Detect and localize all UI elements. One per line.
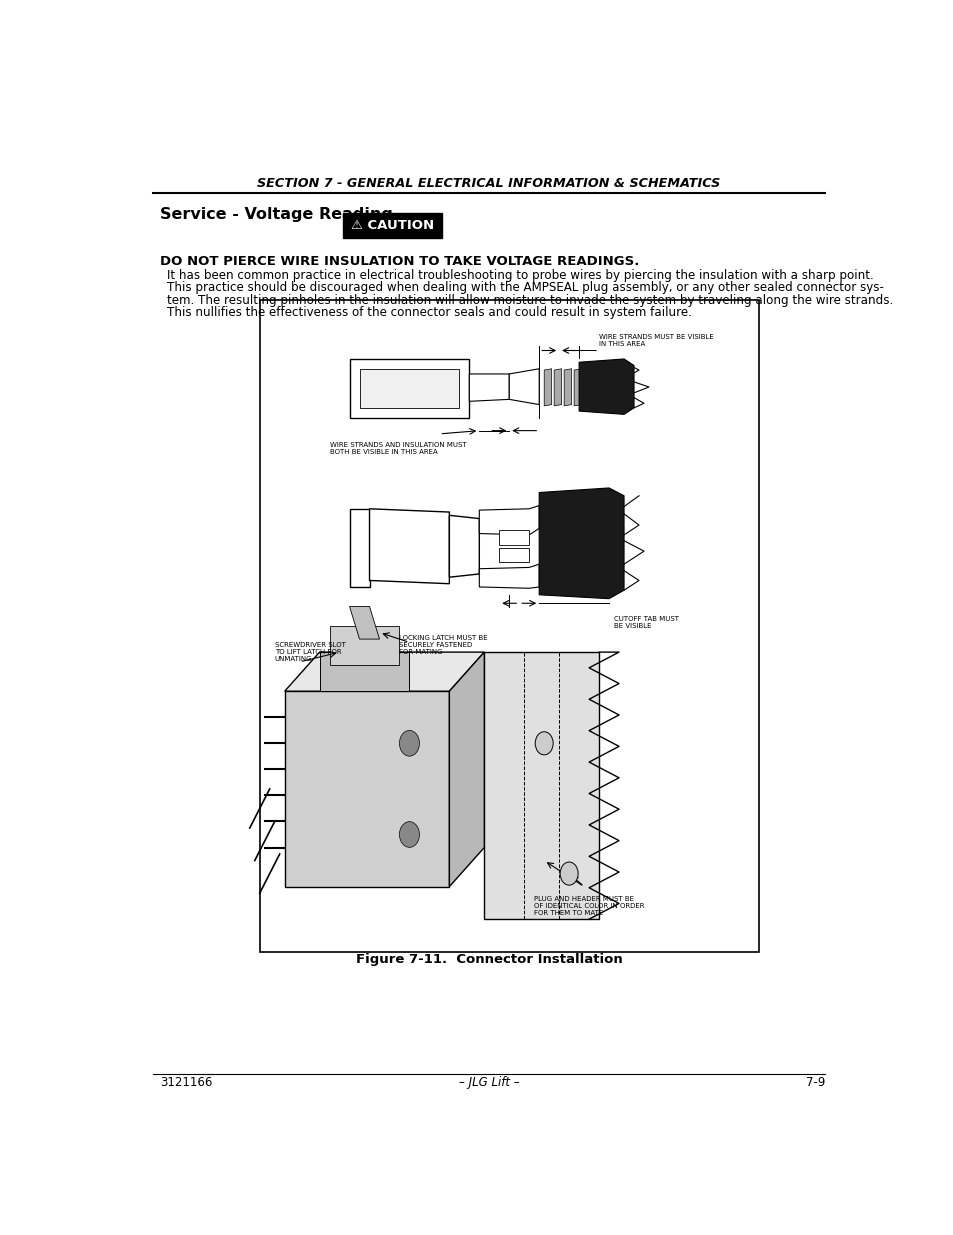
Polygon shape	[498, 530, 529, 545]
Text: SCREWDRIVER SLOT
TO LIFT LATCH FOR
UNMATING: SCREWDRIVER SLOT TO LIFT LATCH FOR UNMAT…	[274, 642, 345, 662]
Text: 7-9: 7-9	[805, 1076, 824, 1088]
Polygon shape	[349, 359, 469, 417]
Polygon shape	[449, 652, 484, 887]
Polygon shape	[574, 369, 581, 406]
Text: Figure 7-11.  Connector Installation: Figure 7-11. Connector Installation	[355, 953, 621, 966]
Polygon shape	[329, 626, 399, 666]
Text: Service - Voltage Reading: Service - Voltage Reading	[160, 207, 393, 222]
Circle shape	[559, 862, 578, 885]
Circle shape	[399, 730, 419, 756]
Polygon shape	[509, 369, 538, 405]
Polygon shape	[578, 359, 634, 415]
Polygon shape	[369, 509, 449, 584]
Text: LOCKING LATCH MUST BE
SECURELY FASTENED
FOR MATING: LOCKING LATCH MUST BE SECURELY FASTENED …	[399, 635, 488, 655]
Text: tem. The resulting pinholes in the insulation will allow moisture to invade the : tem. The resulting pinholes in the insul…	[167, 294, 893, 306]
Polygon shape	[284, 692, 449, 887]
Text: DO NOT PIERCE WIRE INSULATION TO TAKE VOLTAGE READINGS.: DO NOT PIERCE WIRE INSULATION TO TAKE VO…	[160, 254, 639, 268]
Text: – JLG Lift –: – JLG Lift –	[458, 1076, 518, 1088]
Polygon shape	[543, 369, 551, 406]
Polygon shape	[484, 652, 598, 919]
Polygon shape	[498, 548, 529, 562]
Bar	[259, 300, 758, 952]
Text: ⚠ CAUTION: ⚠ CAUTION	[351, 219, 434, 232]
Polygon shape	[284, 652, 484, 692]
Polygon shape	[538, 488, 623, 599]
Text: PLUG AND HEADER MUST BE
OF IDENTICAL COLOR IN ORDER
FOR THEM TO MATE: PLUG AND HEADER MUST BE OF IDENTICAL COL…	[534, 897, 644, 916]
Text: CUTOFF TAB MUST
BE VISIBLE: CUTOFF TAB MUST BE VISIBLE	[614, 615, 679, 629]
Polygon shape	[349, 509, 369, 587]
Polygon shape	[554, 369, 561, 406]
Text: This nullifies the effectiveness of the connector seals and could result in syst: This nullifies the effectiveness of the …	[167, 306, 692, 319]
Text: This practice should be discouraged when dealing with the AMPSEAL plug assembly,: This practice should be discouraged when…	[167, 282, 883, 294]
Text: WIRE STRANDS MUST BE VISIBLE
IN THIS AREA: WIRE STRANDS MUST BE VISIBLE IN THIS ARE…	[598, 335, 713, 347]
FancyBboxPatch shape	[343, 212, 442, 237]
Polygon shape	[478, 564, 538, 588]
Polygon shape	[359, 369, 459, 408]
Polygon shape	[469, 374, 509, 401]
Text: WIRE STRANDS AND INSULATION MUST
BOTH BE VISIBLE IN THIS AREA: WIRE STRANDS AND INSULATION MUST BOTH BE…	[329, 442, 466, 454]
Text: SECTION 7 - GENERAL ELECTRICAL INFORMATION & SCHEMATICS: SECTION 7 - GENERAL ELECTRICAL INFORMATI…	[257, 178, 720, 190]
Text: 3121166: 3121166	[160, 1076, 213, 1088]
Text: It has been common practice in electrical troubleshooting to probe wires by pier: It has been common practice in electrica…	[167, 269, 873, 282]
Circle shape	[399, 821, 419, 847]
Polygon shape	[563, 369, 571, 406]
Polygon shape	[449, 515, 478, 577]
Circle shape	[535, 732, 553, 755]
Polygon shape	[478, 505, 538, 535]
Polygon shape	[319, 652, 409, 692]
Polygon shape	[349, 606, 379, 638]
